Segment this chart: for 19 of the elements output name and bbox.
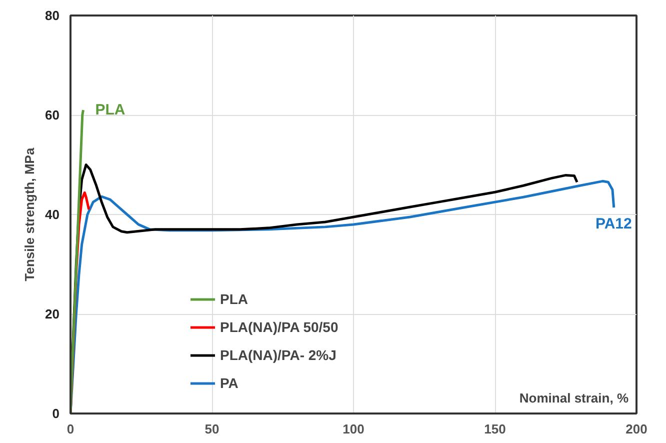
legend-label: PA <box>220 375 240 391</box>
legend-label: PLA <box>220 291 248 307</box>
y-tick-label: 20 <box>45 306 60 322</box>
y-tick-label: 80 <box>45 8 60 23</box>
y-tick-label: 60 <box>45 108 60 122</box>
x-tick-label: 150 <box>484 422 506 436</box>
x-axis-title: Nominal strain, % <box>519 390 629 406</box>
legend-label: PLA(NA)/PA- 2%J <box>220 347 336 363</box>
line-series <box>70 108 84 414</box>
y-tick-label: 0 <box>52 406 60 421</box>
x-tick-label: 200 <box>626 422 648 436</box>
y-tick-label: 40 <box>45 207 60 222</box>
annotation: PLA <box>95 102 126 119</box>
x-tick-label: 100 <box>342 422 364 436</box>
y-axis-title: Tensile strength, MPa <box>22 147 38 282</box>
legend-label: PLA(NA)/PA 50/50 <box>220 319 338 335</box>
x-tick-label: 0 <box>66 422 74 436</box>
annotation: PA12 <box>595 216 632 233</box>
x-tick-label: 50 <box>204 422 220 436</box>
